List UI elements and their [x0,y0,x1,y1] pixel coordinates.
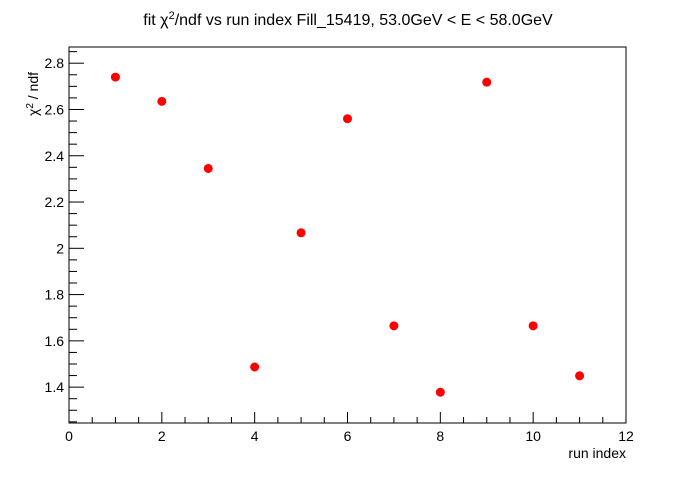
x-tick-label: 0 [65,428,73,444]
x-tick-label: 8 [436,428,444,444]
data-point [203,163,213,173]
data-point [482,77,492,87]
y-axis: 1.4 1.6 1.8 2 2.2 2.4 2.6 2.8 [45,51,84,423]
x-tick-label: 6 [344,428,352,444]
plot-frame [68,46,627,424]
y-tick-label: 2.4 [45,148,65,164]
x-tick-label: 12 [618,428,634,444]
data-point [110,72,120,82]
chart-title-chi: χ [160,12,169,29]
x-tick-label: 2 [158,428,166,444]
chart-title: fit χ2/ndf vs run index Fill_15419, 53.0… [143,10,553,29]
data-point [389,321,399,331]
x-tick-label: 10 [525,428,541,444]
chart-title-sup: 2 [169,10,175,22]
data-point [435,387,445,397]
y-axis-title: χ2 / ndf [25,72,41,116]
data-point [343,114,352,124]
x-axis: 0 2 4 6 8 10 12 [65,412,634,444]
data-point [296,228,306,238]
y-tick-label: 1.6 [45,333,65,349]
x-axis-title: run index [568,445,626,461]
chart-title-suffix: /ndf vs run index Fill_15419, 53.0GeV < … [175,12,553,29]
y-axis-title-suffix: / ndf [25,72,41,103]
x-tick-label: 4 [251,428,259,444]
y-tick-label: 1.8 [45,287,65,303]
y-axis-title-chi: χ [25,108,41,116]
chart-title-prefix: fit [143,12,160,29]
data-point [250,362,260,372]
data-point [575,371,585,381]
y-tick-label: 2 [56,240,64,256]
y-tick-label: 2.2 [45,194,65,210]
data-point [157,96,167,106]
data-point [528,321,538,331]
y-tick-label: 2.8 [45,55,65,71]
y-tick-label: 1.4 [45,379,65,395]
y-axis-title-sup: 2 [25,103,36,109]
data-points [110,72,585,397]
y-tick-label: 2.6 [45,101,65,117]
